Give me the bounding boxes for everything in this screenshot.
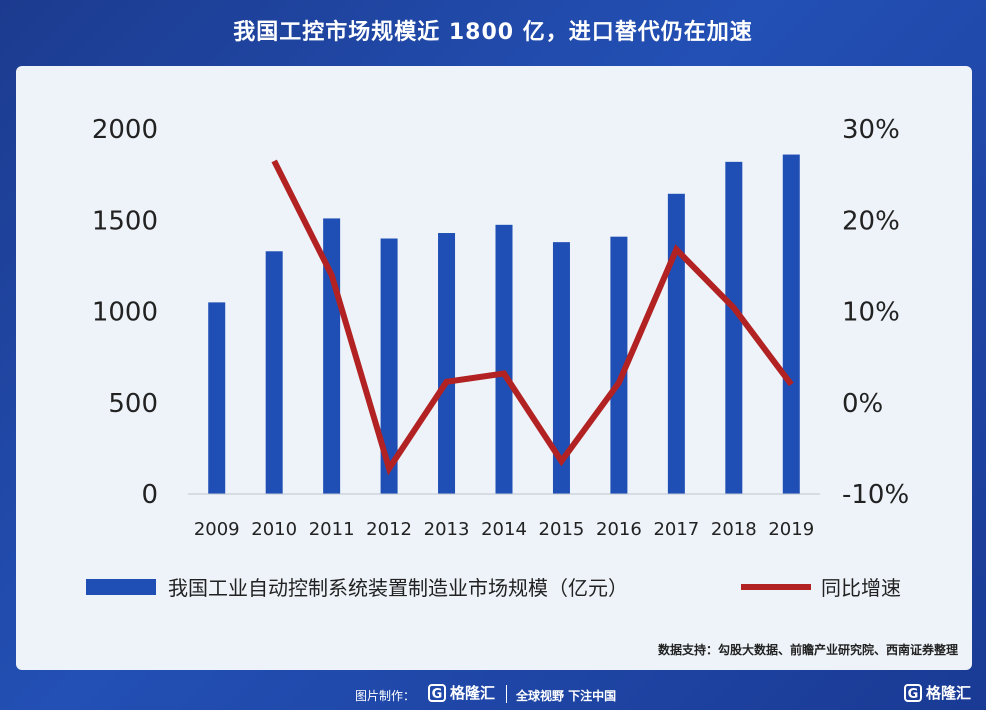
right-axis-tick-label: 20% [842, 206, 900, 236]
left-axis-tick-label: 0 [141, 480, 158, 510]
x-axis-tick-label: 2019 [768, 519, 814, 540]
x-axis-tick-label: 2015 [539, 519, 585, 540]
x-axis-tick-label: 2014 [481, 519, 527, 540]
bar-2019 [782, 154, 800, 495]
bar-2016 [610, 236, 628, 495]
x-axis-tick-label: 2018 [711, 519, 757, 540]
chart-title: 我国工控市场规模近 1800 亿，进口替代仍在加速 [233, 20, 753, 45]
right-axis-tick-label: 10% [842, 298, 900, 328]
x-axis-tick-label: 2012 [366, 519, 412, 540]
left-axis-tick-label: 2000 [92, 115, 158, 145]
left-axis-tick-label: 1000 [92, 298, 158, 328]
made-by-label: 图片制作： [355, 689, 416, 703]
right-axis-tick-label: -10% [842, 480, 909, 510]
x-axis-tick-label: 2010 [251, 519, 297, 540]
combo-chart: 0 500 1000 1500 2000 -10% 0% 10% 20% 30% 2009 2010 2… [86, 115, 909, 600]
x-axis-tick-label: 2011 [309, 519, 355, 540]
legend-line-label: 同比增速 [821, 576, 901, 600]
brand-logo: G 格隆汇 [428, 682, 495, 703]
bar-2014 [495, 224, 513, 494]
bar-2018 [725, 161, 743, 494]
footer: 图片制作： G 格隆汇 全球视野 下注中国 G 格隆汇 [0, 678, 986, 710]
chart-panel: 0 500 1000 1500 2000 -10% 0% 10% 20% 30% 2009 2010 2… [16, 66, 972, 670]
brand-logo-icon: G [428, 683, 446, 702]
brand-name: 格隆汇 [450, 684, 496, 702]
brand-name-right: 格隆汇 [926, 684, 972, 702]
x-axis-tick-label: 2013 [424, 519, 470, 540]
bar-2009 [208, 302, 226, 494]
x-axis-tick-label: 2009 [194, 519, 240, 540]
x-axis-tick-label: 2016 [596, 519, 642, 540]
bar-2012 [380, 238, 398, 494]
footer-divider [506, 685, 507, 703]
x-axis-tick-label: 2017 [653, 519, 699, 540]
bar-2013 [438, 233, 456, 494]
right-axis-tick-label: 0% [842, 389, 883, 419]
data-source: 数据支持：勾股大数据、前瞻产业研究院、西南证券整理 [657, 643, 958, 657]
legend-bar-label: 我国工业自动控制系统装置制造业市场规模（亿元） [168, 576, 628, 600]
left-axis-tick-label: 500 [108, 389, 158, 419]
growth-rate-line [271, 159, 794, 476]
brand-logo-icon: G [904, 683, 922, 702]
footer-slogan: 全球视野 下注中国 [516, 689, 617, 703]
bar-2010 [265, 251, 283, 494]
bar-2017 [667, 193, 685, 494]
right-axis-tick-label: 30% [842, 115, 900, 145]
bar-2015 [552, 242, 570, 494]
brand-logo-right: G 格隆汇 [904, 682, 971, 703]
left-axis-tick-label: 1500 [92, 206, 158, 236]
legend-bar-swatch [86, 579, 156, 595]
